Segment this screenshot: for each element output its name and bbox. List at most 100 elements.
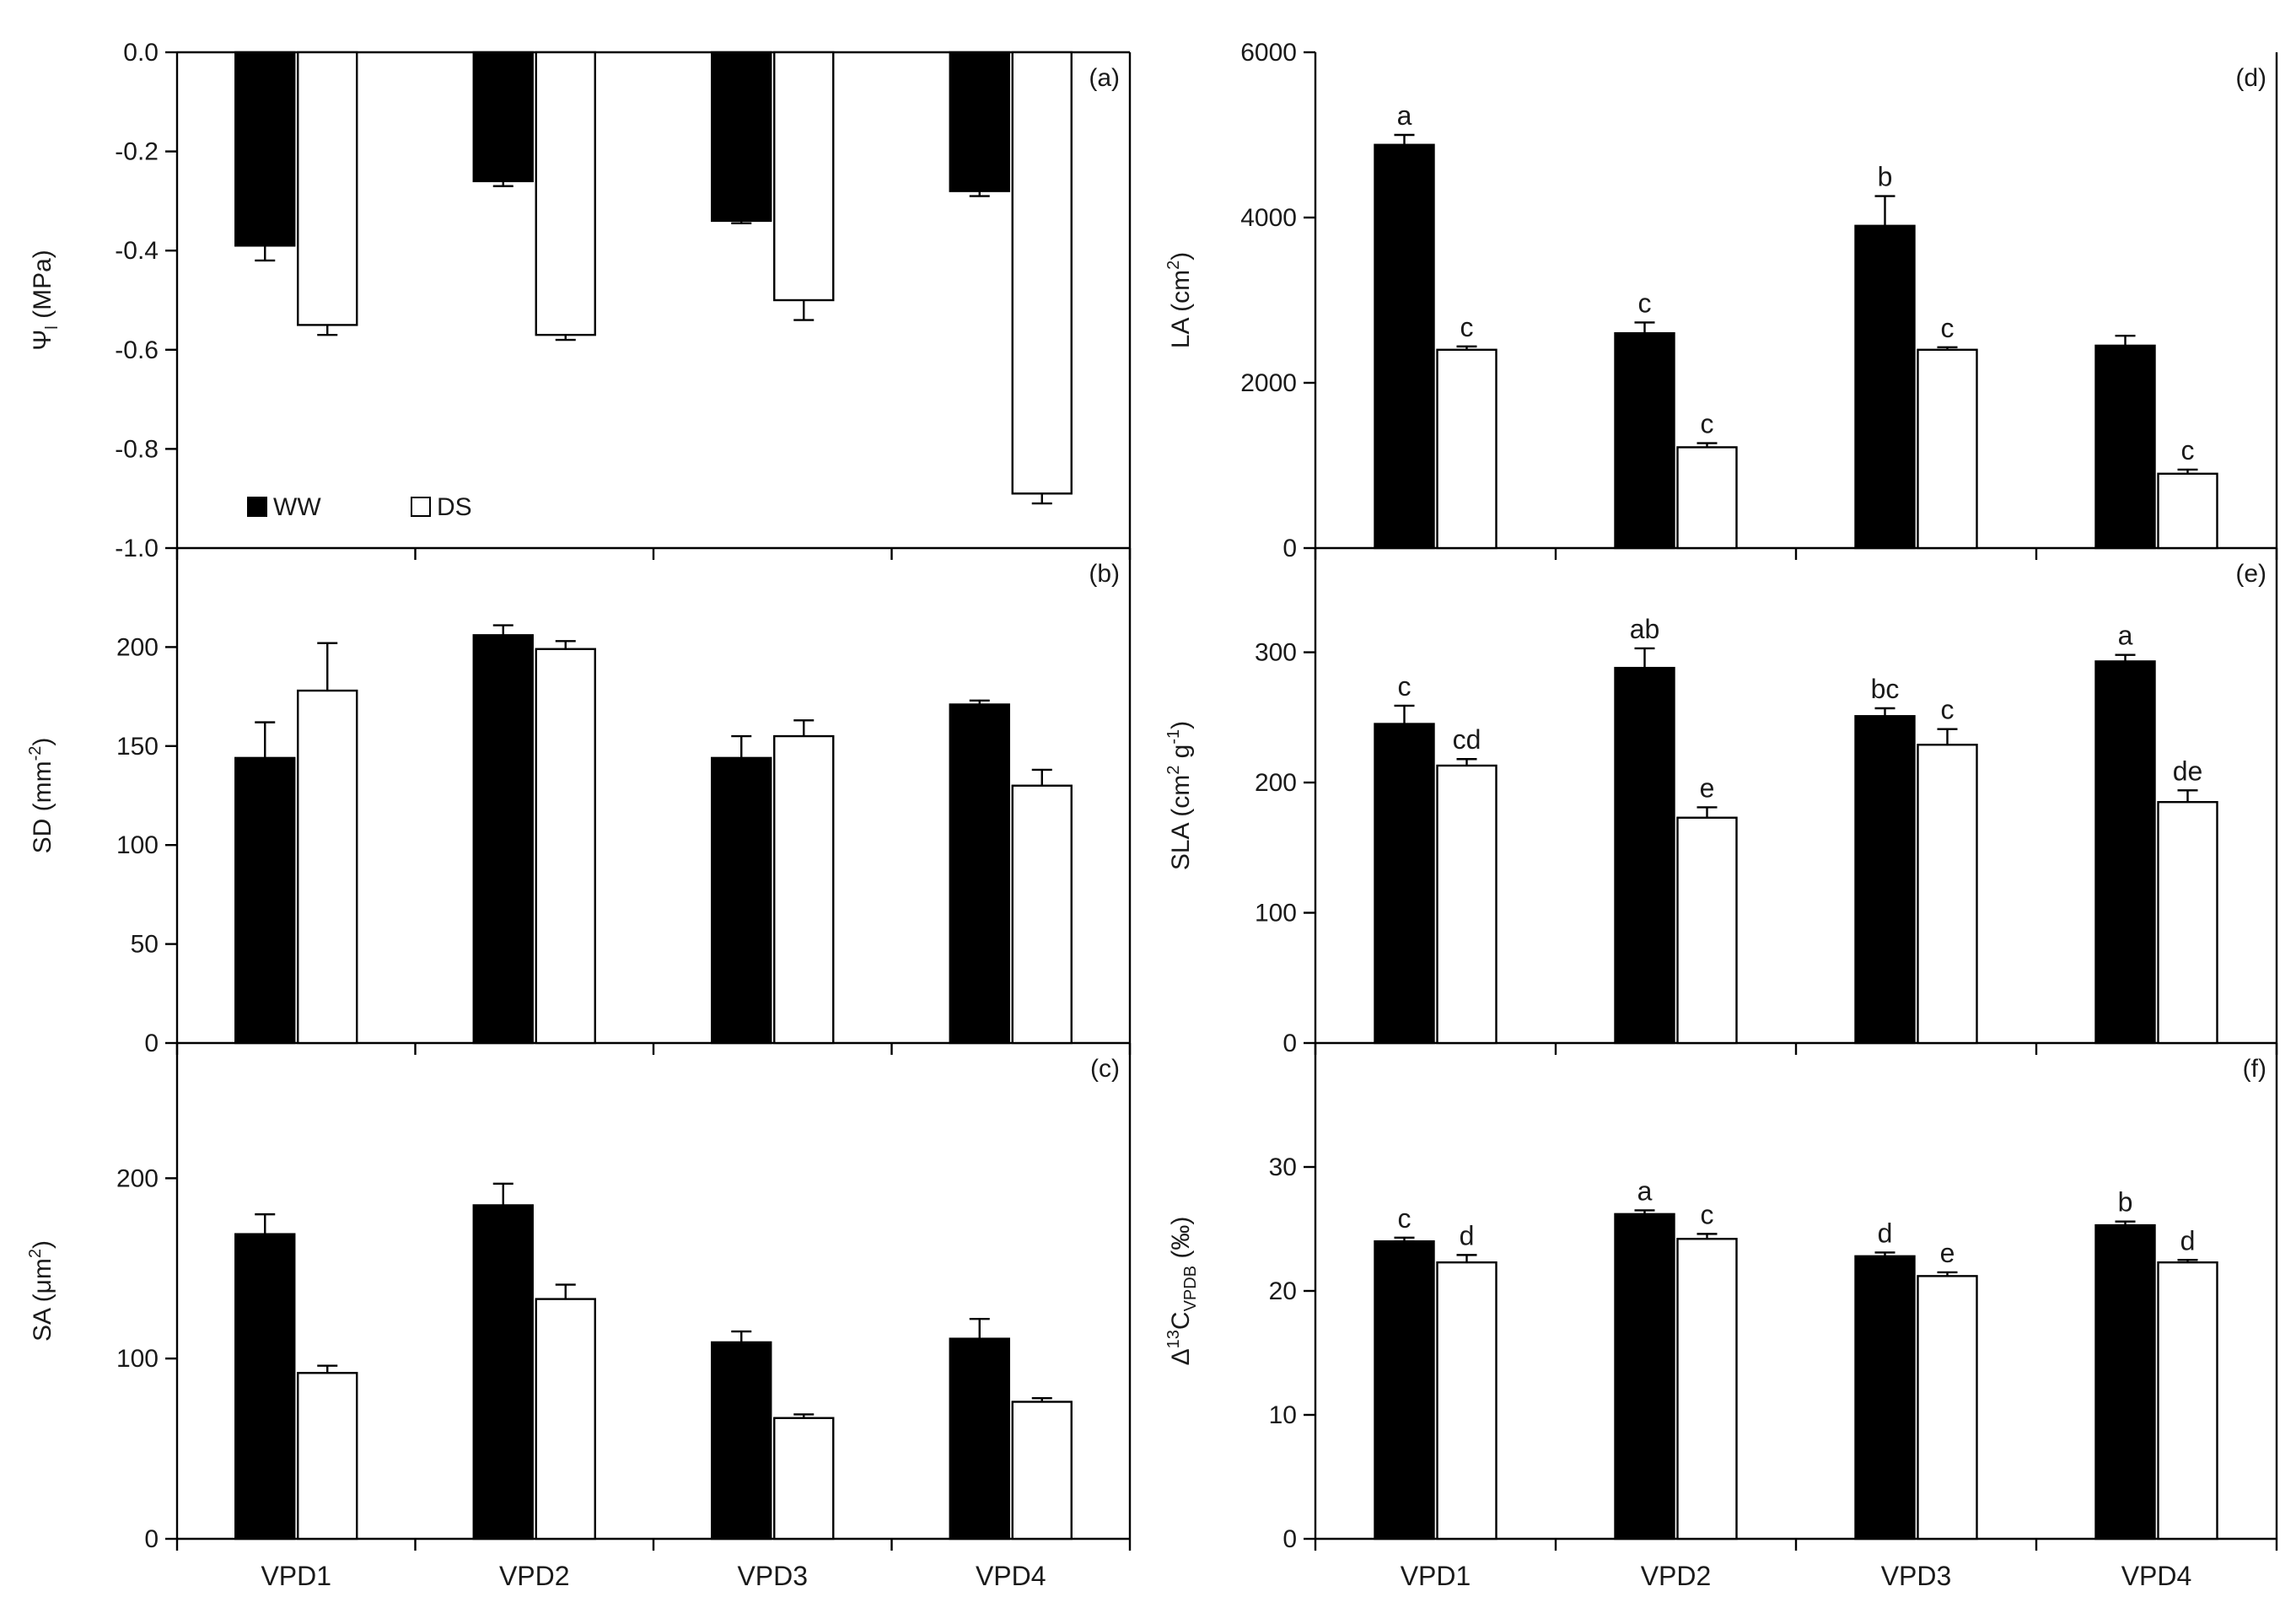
legend-swatch-ww	[247, 497, 267, 517]
bar-ds-vpd4	[1011, 1401, 1073, 1541]
significance-letter: b	[2118, 1187, 2133, 1218]
category-label-vpd3: VPD3	[737, 1561, 808, 1591]
significance-letter: c	[1398, 671, 1411, 702]
y-tick-label-c: 0	[144, 1525, 159, 1553]
significance-letter: d	[2180, 1225, 2196, 1256]
legend-label-ww: WW	[273, 493, 321, 521]
panel-c: 0 100 200 VPD1 VPD2 VPD3 VPD4 (c) SA (μm2)	[26, 1043, 1132, 1591]
bar-ww-vpd4	[949, 51, 1010, 192]
legend: WW DS	[247, 493, 472, 521]
category-label-vpd3: VPD3	[1881, 1561, 1952, 1591]
y-axis-label-part: )	[29, 738, 56, 746]
bar-ds-vpd2	[535, 51, 596, 336]
significance-letter: c	[1638, 288, 1652, 318]
y-axis-label-part: l	[43, 325, 62, 329]
y-tick-label-a: -0.8	[115, 435, 159, 463]
bar-ww-vpd1	[234, 51, 296, 247]
y-axis-label-part: SA (μm	[29, 1258, 56, 1342]
y-axis-label-part: (‰)	[1167, 1217, 1195, 1266]
bar-ww-vpd3	[1854, 715, 1916, 1045]
y-tick-label-f: 0	[1282, 1525, 1297, 1553]
y-tick-label-e: 300	[1255, 639, 1297, 667]
significance-letter: c	[1941, 695, 1955, 725]
y-axis-label-part: SD (mm	[29, 761, 56, 853]
y-tick-label-d: 6000	[1240, 39, 1297, 67]
category-label-vpd4: VPD4	[976, 1561, 1046, 1591]
y-tick-label-b: 200	[116, 633, 159, 661]
bar-ww-vpd1	[1374, 143, 1435, 550]
y-tick-label-e: 200	[1255, 769, 1297, 797]
y-tick-label-d: 2000	[1240, 369, 1297, 397]
significance-letter: e	[1700, 772, 1715, 803]
y-axis-label-part: -1	[1164, 729, 1183, 745]
category-label-vpd2: VPD2	[499, 1561, 570, 1591]
bar-ds-vpd3	[1917, 348, 1978, 550]
bar-ww-vpd4	[2094, 344, 2156, 550]
y-axis-label-part: )	[1167, 252, 1195, 261]
y-axis-label-d: LA (cm2)	[1164, 252, 1195, 348]
significance-letter: a	[1637, 1175, 1653, 1206]
bar-ds-vpd4	[1011, 784, 1073, 1045]
bar-ww-vpd1	[1374, 1239, 1435, 1541]
bar-ds-vpd2	[535, 1298, 596, 1541]
category-label-vpd1: VPD1	[1401, 1561, 1471, 1591]
significance-letter: d	[1878, 1218, 1893, 1248]
bar-ww-vpd4	[949, 1337, 1010, 1541]
bar-ww-vpd3	[1854, 224, 1916, 550]
significance-letter: c	[2181, 435, 2195, 465]
y-tick-label-f: 30	[1269, 1153, 1297, 1181]
y-axis-label-part: SLA (cm	[1167, 775, 1195, 870]
significance-letter: d	[1460, 1220, 1475, 1250]
y-axis-label-part: 13	[1164, 1330, 1183, 1348]
panel-tag-a: (a)	[1089, 64, 1120, 92]
bar-ww-vpd2	[472, 51, 534, 183]
significance-letter: c	[1398, 1203, 1411, 1234]
significance-letter: c	[1701, 1199, 1714, 1229]
y-tick-label-f: 10	[1269, 1401, 1297, 1429]
bar-ds-vpd1	[1436, 1261, 1498, 1541]
bar-ww-vpd1	[234, 1233, 296, 1541]
bar-ds-vpd3	[773, 734, 835, 1045]
y-axis-label-part: g	[1167, 745, 1195, 766]
y-axis-label-a: Ψl (MPa)	[29, 250, 62, 351]
category-label-vpd2: VPD2	[1641, 1561, 1712, 1591]
y-axis-label-part: (MPa)	[29, 250, 56, 325]
significance-letter: bc	[1871, 674, 1900, 704]
panel-tag-b: (b)	[1089, 560, 1120, 588]
y-tick-label-a: -0.4	[115, 237, 159, 265]
y-tick-label-a: -1.0	[115, 535, 159, 562]
bar-ww-vpd3	[711, 1341, 772, 1541]
panel-a: 0.0 -0.2 -0.4 -0.6 -0.8 -1.0 (a) Ψl (MPa) WW DS	[29, 39, 1132, 562]
panel-b: 0 50 100 150 200 (b) SD (mm-2)	[26, 548, 1132, 1057]
significance-letter: a	[2118, 621, 2133, 651]
y-tick-label-d: 4000	[1240, 204, 1297, 232]
y-axis-label-c: SA (μm2)	[26, 1240, 56, 1342]
y-tick-label-a: 0.0	[123, 39, 159, 67]
bar-ww-vpd1	[1374, 723, 1435, 1045]
y-axis-label-part: )	[1167, 721, 1195, 729]
bar-ds-vpd3	[773, 1417, 835, 1541]
bar-ds-vpd4	[2157, 472, 2218, 550]
y-tick-label-c: 100	[116, 1345, 159, 1373]
significance-letter: de	[2173, 755, 2203, 786]
bar-ds-vpd1	[1436, 348, 1498, 550]
bar-ww-vpd2	[1614, 666, 1675, 1045]
y-tick-label-a: -0.2	[115, 138, 159, 166]
legend-label-ds: DS	[437, 493, 472, 521]
significance-letter: c	[1941, 313, 1955, 343]
bar-ds-vpd3	[1917, 744, 1978, 1045]
bar-ww-vpd4	[949, 703, 1010, 1045]
y-axis-label-part: 2	[1164, 261, 1183, 270]
y-axis-label-e: SLA (cm2 g-1)	[1164, 721, 1195, 870]
significance-letter: c	[1701, 409, 1714, 439]
y-tick-label-d: 0	[1282, 535, 1297, 562]
y-tick-label-e: 100	[1255, 900, 1297, 928]
y-tick-label-b: 0	[144, 1030, 159, 1057]
bar-ds-vpd1	[1436, 764, 1498, 1045]
significance-letter: e	[1940, 1238, 1955, 1268]
bar-ww-vpd2	[472, 1204, 534, 1541]
bar-ds-vpd2	[1676, 1238, 1738, 1541]
significance-letter: a	[1397, 100, 1412, 131]
bar-ds-vpd1	[297, 1372, 358, 1541]
